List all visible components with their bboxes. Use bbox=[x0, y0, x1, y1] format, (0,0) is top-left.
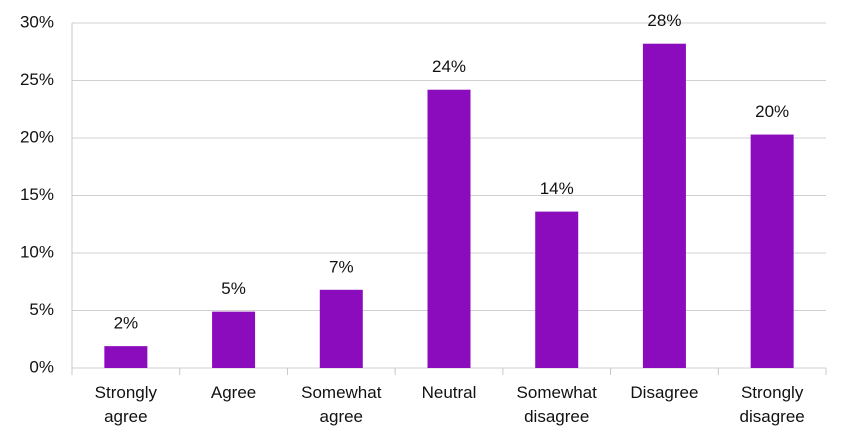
value-label: 5% bbox=[221, 279, 246, 298]
x-tick-label: Strongly agree bbox=[94, 383, 158, 426]
bar bbox=[427, 89, 471, 368]
y-tick-label: 15% bbox=[20, 185, 54, 204]
value-label: 28% bbox=[647, 11, 681, 30]
bar bbox=[104, 346, 148, 368]
x-tick-label: Neutral bbox=[421, 383, 477, 402]
x-tick-label: Somewhat disagree bbox=[516, 383, 597, 426]
bar bbox=[319, 289, 363, 368]
y-tick-label: 25% bbox=[20, 70, 54, 89]
x-tick-label: Somewhat agree bbox=[301, 383, 382, 426]
value-label: 2% bbox=[114, 314, 139, 333]
value-label: 14% bbox=[540, 179, 574, 198]
y-tick-label: 20% bbox=[20, 127, 54, 146]
bar bbox=[750, 134, 794, 368]
bar bbox=[535, 211, 579, 368]
y-tick-label: 10% bbox=[20, 242, 54, 261]
x-tick-label: Strongly disagree bbox=[739, 383, 805, 426]
x-tick-label: Agree bbox=[210, 383, 257, 402]
bar bbox=[642, 43, 686, 368]
bar bbox=[212, 311, 256, 368]
y-tick-label: 30% bbox=[20, 12, 54, 31]
value-label: 7% bbox=[329, 257, 354, 276]
y-tick-label: 0% bbox=[29, 357, 54, 376]
y-tick-label: 5% bbox=[29, 300, 54, 319]
value-label: 20% bbox=[755, 102, 789, 121]
x-tick-label: Disagree bbox=[630, 383, 699, 402]
value-label: 24% bbox=[432, 57, 466, 76]
